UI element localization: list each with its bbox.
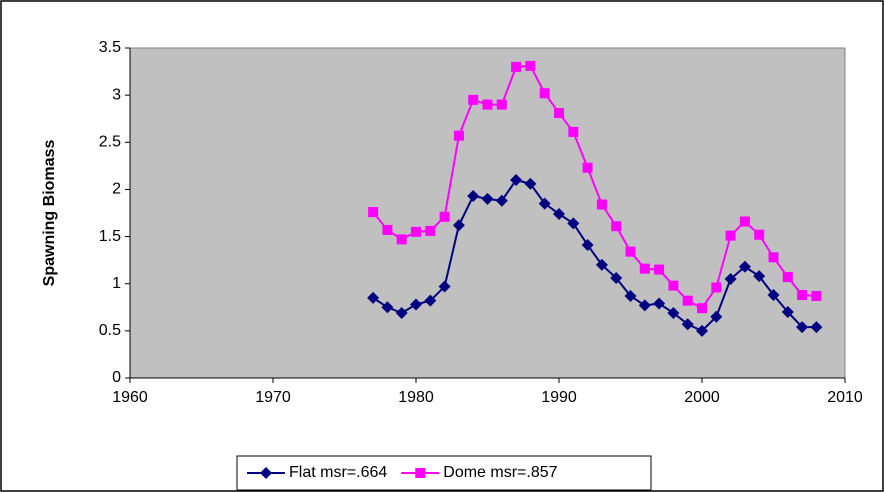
marker <box>368 207 379 218</box>
marker <box>582 162 593 173</box>
x-tick-label: 1980 <box>398 389 434 406</box>
y-tick-label: 0 <box>112 369 121 386</box>
marker <box>468 94 479 105</box>
marker <box>553 207 565 220</box>
marker <box>638 299 651 312</box>
marker <box>438 280 451 293</box>
x-tick-label: 2000 <box>684 389 720 406</box>
marker <box>710 310 723 323</box>
marker <box>382 224 393 235</box>
marker <box>668 280 679 291</box>
marker <box>525 60 536 71</box>
marker <box>511 61 522 72</box>
marker <box>697 303 707 314</box>
marker <box>396 234 407 245</box>
marker <box>724 273 737 285</box>
legend-marker <box>260 467 272 479</box>
marker <box>595 258 608 271</box>
marker <box>810 321 823 334</box>
marker <box>524 177 537 190</box>
marker <box>510 174 523 186</box>
marker <box>681 318 694 331</box>
marker <box>381 301 394 314</box>
marker <box>538 197 551 210</box>
marker <box>395 306 408 319</box>
y-tick-label: 2 <box>112 181 121 198</box>
marker <box>410 298 422 311</box>
marker <box>424 294 437 307</box>
marker <box>482 99 493 110</box>
marker <box>653 297 666 310</box>
marker <box>639 263 650 274</box>
legend-label: Dome msr=.857 <box>443 464 557 481</box>
plot-area <box>129 47 846 379</box>
marker <box>567 217 580 230</box>
marker <box>811 290 822 301</box>
marker <box>625 246 636 257</box>
marker <box>796 321 809 334</box>
marker <box>725 230 736 241</box>
marker <box>611 221 622 232</box>
marker <box>654 264 665 275</box>
marker <box>711 282 722 293</box>
marker <box>467 190 480 203</box>
marker <box>667 306 680 319</box>
marker <box>568 126 579 137</box>
marker <box>425 225 436 236</box>
marker <box>739 216 750 227</box>
marker <box>496 99 507 110</box>
y-tick-label: 3.5 <box>99 39 121 56</box>
marker <box>367 291 380 304</box>
legend-label: Flat msr=.664 <box>289 464 387 481</box>
marker <box>453 130 464 141</box>
marker <box>682 295 693 306</box>
y-axis-title: Spawning Biomass <box>41 140 58 287</box>
marker <box>782 272 793 283</box>
marker <box>596 199 607 210</box>
marker <box>610 272 623 285</box>
legend-marker <box>415 468 426 478</box>
marker <box>411 226 421 237</box>
x-tick-label: 2010 <box>827 389 863 406</box>
legend: Flat msr=.664 Dome msr=.857 <box>236 455 652 491</box>
marker <box>624 289 637 302</box>
legend-box <box>236 455 652 491</box>
marker <box>781 306 794 318</box>
marker <box>753 270 766 283</box>
marker <box>581 239 594 252</box>
marker <box>495 194 508 207</box>
y-tick-label: 1.5 <box>99 228 121 245</box>
x-tick-label: 1990 <box>541 389 577 406</box>
x-tick-label: 1960 <box>112 389 148 406</box>
marker <box>797 290 808 301</box>
marker <box>738 260 751 273</box>
marker <box>768 252 779 263</box>
marker <box>767 289 780 302</box>
y-tick-label: 1 <box>112 275 121 292</box>
y-tick-label: 3 <box>112 86 121 103</box>
y-tick-label: 0.5 <box>99 322 121 339</box>
x-tick-label: 1970 <box>255 389 291 406</box>
marker <box>481 192 494 205</box>
y-tick-label: 2.5 <box>99 134 121 151</box>
marker <box>754 229 765 240</box>
marker <box>439 211 450 222</box>
marker <box>539 88 550 99</box>
marker <box>452 219 465 232</box>
marker <box>554 108 564 119</box>
marker <box>696 324 708 337</box>
